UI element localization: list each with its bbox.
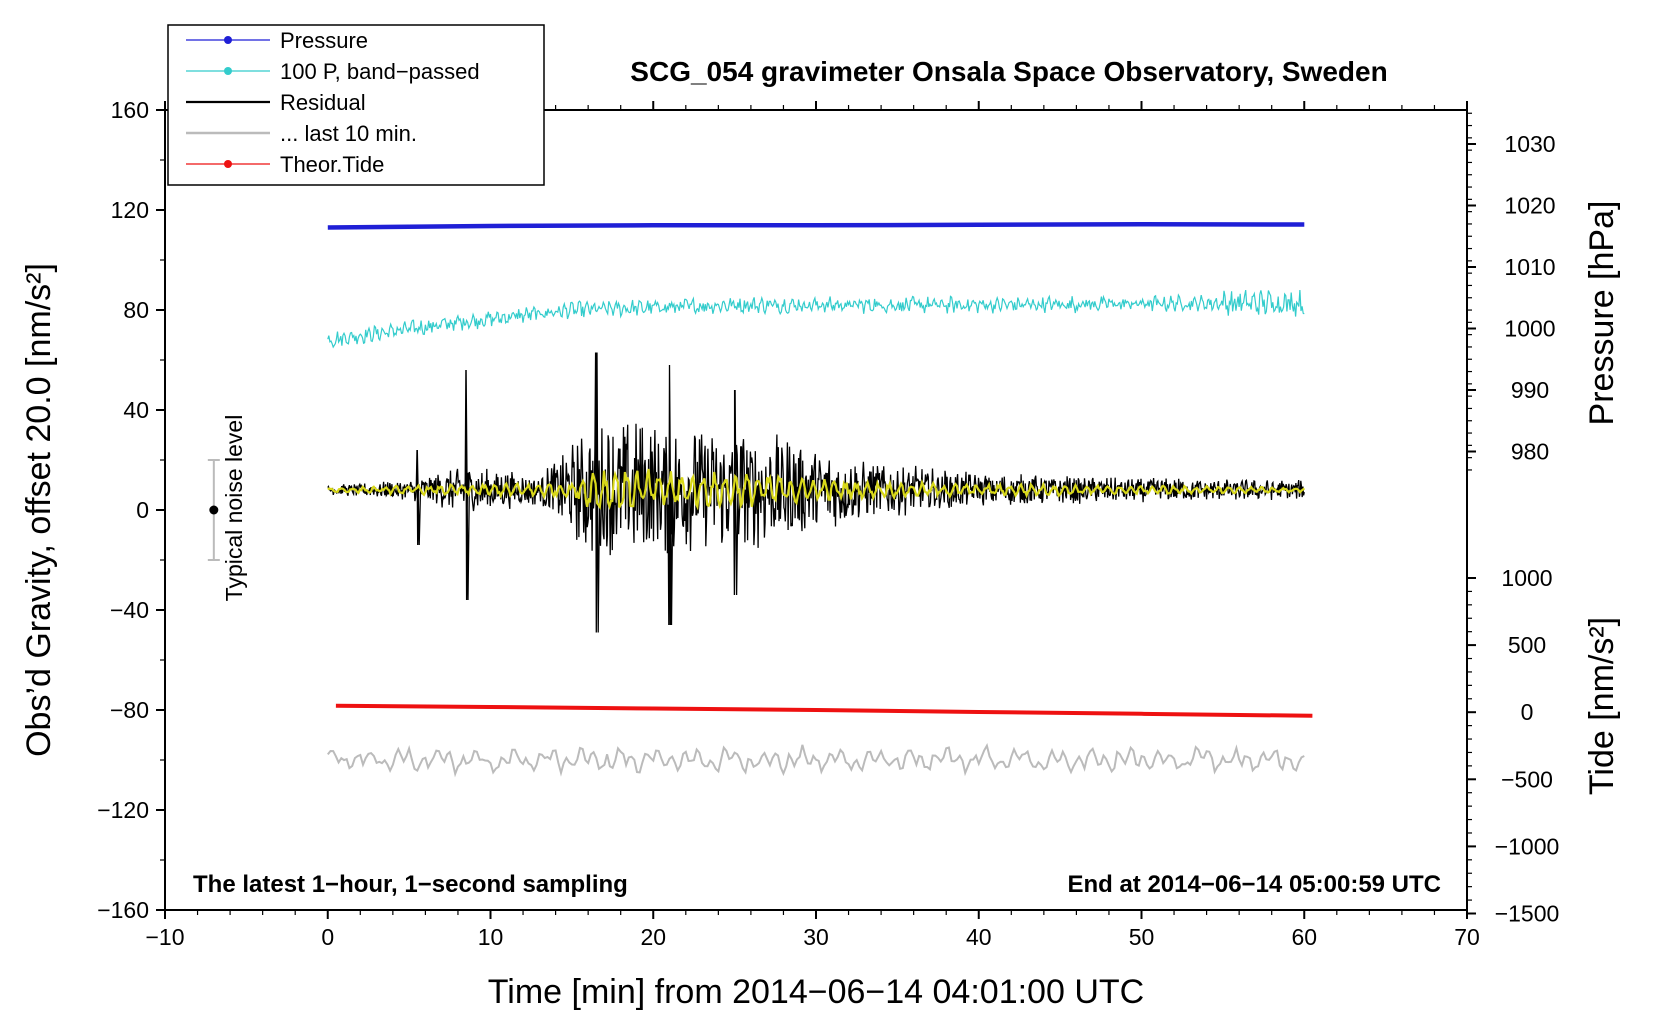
y-tick-label: −40 — [110, 597, 149, 623]
legend: Pressure 100 P, band−passed Residual ... la… — [167, 24, 545, 186]
pressure-tick-label: 1030 — [1504, 131, 1555, 157]
x-tick-label: 50 — [1129, 924, 1155, 950]
noise-level-label: Typical noise level — [221, 415, 247, 602]
legend-box — [167, 24, 545, 186]
chart-title: SCG_054 gravimeter Onsala Space Observat… — [630, 56, 1387, 87]
tide-tick-label: −1500 — [1495, 901, 1560, 927]
x-tick-label: 0 — [321, 924, 334, 950]
x-tick-label: 10 — [478, 924, 504, 950]
legend-label: ... last 10 min. — [280, 121, 417, 146]
x-tick-label: 60 — [1291, 924, 1317, 950]
legend-label: 100 P, band−passed — [280, 59, 480, 84]
y-tick-label: 120 — [111, 197, 149, 223]
legend-item: 100 P, band−passed — [186, 59, 480, 84]
tide-tick-label: 500 — [1508, 632, 1546, 658]
pressure-tick-label: 980 — [1511, 439, 1549, 465]
legend-label: Residual — [280, 90, 366, 115]
y-tick-label: −80 — [110, 697, 149, 723]
x-axis: −10 0 10 20 30 40 50 60 70 — [145, 101, 1480, 950]
legend-marker — [224, 160, 232, 168]
y-axis-pressure: 1030 1020 1010 1000 990 980 — [1467, 112, 1556, 471]
legend-item: Residual — [186, 90, 366, 115]
tide-tick-label: 0 — [1521, 699, 1534, 725]
series-last-10-min-line — [327, 743, 1305, 778]
y-tick-label: 160 — [111, 97, 149, 123]
legend-marker — [224, 36, 232, 44]
x-tick-label: 20 — [640, 924, 666, 950]
series-layer — [327, 222, 1313, 778]
pressure-tick-label: 1000 — [1504, 316, 1555, 342]
pressure-tick-label: 1020 — [1504, 193, 1555, 219]
legend-marker — [224, 67, 232, 75]
y-tick-label: 0 — [136, 497, 149, 523]
noise-center-dot — [209, 505, 219, 515]
y-tick-label: 40 — [123, 397, 149, 423]
series-residual-smoothed-line — [327, 468, 1306, 511]
y-axis-left-label: Obs’d Gravity, offset 20.0 [nm/s²] — [20, 263, 58, 757]
x-tick-label: 70 — [1454, 924, 1480, 950]
x-tick-label: 40 — [966, 924, 992, 950]
legend-label: Pressure — [280, 28, 368, 53]
x-axis-label: Time [min] from 2014−06−14 04:01:00 UTC — [488, 973, 1144, 1011]
legend-label: Theor.Tide — [280, 152, 384, 177]
tide-tick-label: −500 — [1501, 766, 1553, 792]
y-tick-label: −160 — [97, 897, 149, 923]
tide-tick-label: 1000 — [1501, 565, 1552, 591]
y-tick-label: 80 — [123, 297, 149, 323]
y-axis-tide: 1000 500 0 −500 −1000 −1500 — [1467, 565, 1559, 927]
y-axis-left: 160 120 80 40 0 −40 −80 −120 −160 — [97, 97, 165, 923]
legend-item: Theor.Tide — [186, 152, 384, 177]
x-tick-label: 30 — [803, 924, 829, 950]
series-pressure-line — [327, 222, 1305, 230]
bottom-right-note: End at 2014−06−14 05:00:59 UTC — [1067, 871, 1441, 898]
pressure-tick-label: 1010 — [1504, 254, 1555, 280]
y-axis-tide-label: Tide [nm/s²] — [1583, 617, 1621, 795]
y-tick-label: −120 — [97, 797, 149, 823]
legend-item: Pressure — [186, 28, 368, 53]
y-axis-pressure-label: Pressure [hPa] — [1583, 201, 1621, 426]
series-band-passed-line — [327, 289, 1305, 349]
pressure-tick-label: 990 — [1511, 377, 1549, 403]
x-tick-label: −10 — [145, 924, 184, 950]
tide-tick-label: −1000 — [1495, 833, 1560, 859]
bottom-left-note: The latest 1−hour, 1−second sampling — [193, 871, 628, 898]
noise-level-indicator — [207, 459, 220, 561]
legend-item: ... last 10 min. — [186, 121, 417, 146]
series-theor-tide-line — [335, 703, 1313, 718]
